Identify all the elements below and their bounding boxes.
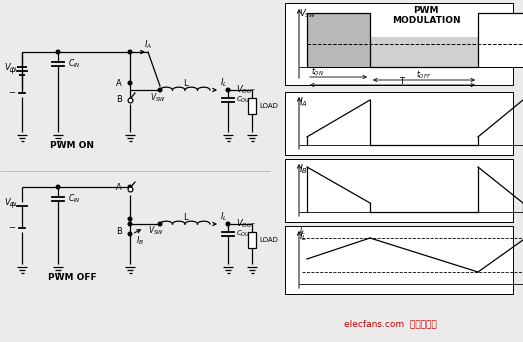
Text: elecfans.com  电子发烧友: elecfans.com 电子发烧友 bbox=[344, 319, 436, 329]
Text: PWM ON: PWM ON bbox=[50, 142, 94, 150]
Text: $I_A$: $I_A$ bbox=[144, 39, 152, 51]
Text: −: − bbox=[8, 89, 16, 97]
Circle shape bbox=[56, 185, 60, 189]
Text: PWM OFF: PWM OFF bbox=[48, 274, 96, 282]
Text: $I_L$: $I_L$ bbox=[299, 224, 306, 237]
Text: $C_{OUT}$: $C_{OUT}$ bbox=[236, 95, 254, 105]
Text: +: + bbox=[8, 66, 16, 76]
Bar bbox=[285, 92, 513, 155]
Text: $I_L$: $I_L$ bbox=[220, 77, 228, 89]
Text: $I_B$: $I_B$ bbox=[136, 235, 144, 247]
Bar bbox=[285, 3, 513, 85]
Text: $I_L$: $I_L$ bbox=[299, 229, 307, 243]
Text: LOAD: LOAD bbox=[259, 237, 278, 243]
Text: $I_A$: $I_A$ bbox=[299, 95, 308, 109]
Text: A: A bbox=[116, 183, 122, 192]
Text: +: + bbox=[8, 201, 16, 210]
Text: $C_{OUT}$: $C_{OUT}$ bbox=[236, 229, 254, 239]
Text: $C_{IN}$: $C_{IN}$ bbox=[68, 58, 81, 70]
Text: $C_{IN}$: $C_{IN}$ bbox=[68, 193, 81, 205]
Text: PWM
MODULATION: PWM MODULATION bbox=[392, 6, 461, 25]
Circle shape bbox=[226, 222, 230, 226]
Text: LOAD: LOAD bbox=[259, 103, 278, 109]
Text: A: A bbox=[116, 79, 122, 88]
Text: B: B bbox=[116, 95, 122, 105]
Circle shape bbox=[128, 50, 132, 54]
Text: $I_B$: $I_B$ bbox=[299, 162, 308, 176]
Text: $V_{IN}$: $V_{IN}$ bbox=[4, 62, 18, 74]
Bar bbox=[285, 226, 513, 294]
Text: $V_{SW}$: $V_{SW}$ bbox=[299, 7, 316, 19]
Text: $V_{IN}$: $V_{IN}$ bbox=[4, 197, 18, 209]
Circle shape bbox=[158, 222, 162, 226]
Text: B: B bbox=[116, 227, 122, 237]
Bar bbox=[248, 232, 256, 248]
Circle shape bbox=[128, 222, 132, 226]
Bar bbox=[478, 13, 523, 67]
Bar bbox=[285, 159, 513, 222]
Bar bbox=[370, 37, 478, 67]
Circle shape bbox=[128, 185, 132, 189]
Circle shape bbox=[158, 88, 162, 92]
Text: $t_{OFF}$: $t_{OFF}$ bbox=[416, 69, 431, 81]
Circle shape bbox=[128, 217, 132, 221]
Circle shape bbox=[226, 88, 230, 92]
Circle shape bbox=[128, 81, 132, 85]
Text: $V_{SW}$: $V_{SW}$ bbox=[150, 92, 166, 104]
Text: L: L bbox=[183, 79, 187, 88]
Circle shape bbox=[56, 50, 60, 54]
Bar bbox=[307, 13, 370, 67]
Bar bbox=[248, 98, 256, 114]
Circle shape bbox=[128, 232, 132, 236]
Text: $t_{ON}$: $t_{ON}$ bbox=[311, 66, 324, 78]
Text: T: T bbox=[400, 78, 404, 87]
Text: L: L bbox=[183, 212, 187, 222]
Text: $V_{OUT}$: $V_{OUT}$ bbox=[236, 84, 257, 96]
Text: −: − bbox=[8, 224, 16, 233]
Text: $I_L$: $I_L$ bbox=[220, 211, 228, 223]
Text: $V_{OUT}$: $V_{OUT}$ bbox=[236, 218, 257, 230]
Text: $V_{SW}$: $V_{SW}$ bbox=[148, 225, 164, 237]
